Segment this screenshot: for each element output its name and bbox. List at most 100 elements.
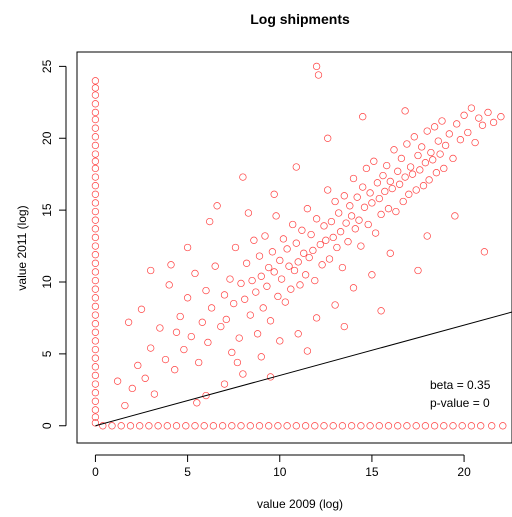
data-point-yaxis <box>91 100 100 108</box>
data-point <box>346 202 354 210</box>
x-axis-label: value 2009 (log) <box>257 497 343 511</box>
data-point <box>303 205 312 213</box>
data-point <box>375 194 383 203</box>
data-point <box>408 170 417 178</box>
data-point <box>298 226 306 234</box>
data-point-xaxis <box>108 422 116 430</box>
data-point-yaxis <box>91 320 100 328</box>
data-point <box>176 312 184 321</box>
data-point <box>429 156 437 164</box>
data-point-yaxis <box>91 199 100 207</box>
y-tick-label: 20 <box>40 131 54 145</box>
data-point <box>342 219 350 227</box>
data-point <box>353 193 361 201</box>
data-point-xaxis <box>449 422 457 430</box>
data-point <box>312 314 321 322</box>
data-point <box>390 146 398 154</box>
data-point <box>309 246 317 255</box>
data-point <box>434 137 442 145</box>
data-point-yaxis <box>91 133 100 141</box>
data-point-yaxis <box>91 242 100 250</box>
data-point <box>484 108 492 117</box>
data-point <box>287 285 295 293</box>
y-axis: 0 5 10 15 20 25 <box>40 59 67 429</box>
data-point <box>336 228 345 236</box>
data-point <box>405 190 413 198</box>
data-point-xaxis <box>292 422 300 430</box>
data-point <box>368 271 376 279</box>
data-point <box>410 133 418 141</box>
data-point <box>419 182 428 190</box>
data-point <box>314 71 323 79</box>
data-point-yaxis <box>91 190 100 198</box>
data-point <box>167 261 175 269</box>
data-point <box>228 348 236 357</box>
data-point <box>316 240 324 249</box>
data-point <box>333 243 341 252</box>
data-point <box>268 248 277 256</box>
data-point-yaxis <box>91 328 100 336</box>
fit-line <box>95 311 512 427</box>
data-point <box>441 141 450 150</box>
data-point <box>416 166 424 174</box>
data-point-xaxis <box>172 422 181 430</box>
data-point <box>423 127 431 135</box>
data-point <box>412 186 420 194</box>
data-point <box>253 330 262 338</box>
data-point-xaxis <box>154 422 162 430</box>
data-point <box>255 252 264 260</box>
data-point <box>276 256 284 265</box>
data-point-yaxis <box>91 311 100 319</box>
data-point <box>226 275 234 283</box>
data-point <box>244 209 253 217</box>
data-point <box>141 374 149 382</box>
data-point <box>296 281 304 289</box>
data-point-xaxis <box>265 422 273 430</box>
y-tick-label: 25 <box>40 59 54 73</box>
data-point <box>206 217 214 226</box>
data-point <box>344 238 352 246</box>
data-point <box>180 345 188 354</box>
data-point <box>436 150 444 158</box>
data-point <box>242 259 251 267</box>
data-point <box>414 151 422 160</box>
data-point <box>265 263 273 272</box>
data-point <box>329 233 337 242</box>
data-point <box>335 209 343 217</box>
y-axis-label: value 2011 (log) <box>15 205 29 290</box>
data-point <box>403 140 411 148</box>
data-point <box>399 197 407 206</box>
data-point <box>471 138 479 147</box>
data-point <box>373 179 382 187</box>
data-point-xaxis <box>117 422 125 430</box>
data-point-yaxis <box>91 216 100 224</box>
annotation-pvalue: p-value = 0 <box>430 396 490 410</box>
data-point <box>257 353 265 361</box>
data-point <box>147 266 155 275</box>
data-point <box>217 322 225 331</box>
data-point <box>325 255 334 263</box>
data-point <box>261 232 269 240</box>
data-point-xaxis <box>209 422 218 430</box>
data-point <box>233 358 242 367</box>
data-point <box>331 301 339 309</box>
x-tick-label: 15 <box>365 465 379 479</box>
data-point <box>220 380 229 388</box>
x-tick-label: 10 <box>273 465 287 479</box>
data-point-xaxis <box>283 422 291 430</box>
data-point <box>340 192 348 200</box>
data-point <box>239 370 247 378</box>
data-point <box>377 210 385 219</box>
y-tick-label: 5 <box>40 350 54 357</box>
data-point <box>347 212 356 220</box>
data-point <box>368 199 376 207</box>
data-point-yaxis <box>91 406 100 414</box>
data-point <box>327 217 336 226</box>
data-point <box>395 180 404 188</box>
data-point <box>259 304 267 312</box>
data-point-xaxis <box>274 422 282 430</box>
data-point <box>324 186 332 194</box>
data-point <box>161 355 170 364</box>
data-point-xaxis <box>366 422 374 430</box>
